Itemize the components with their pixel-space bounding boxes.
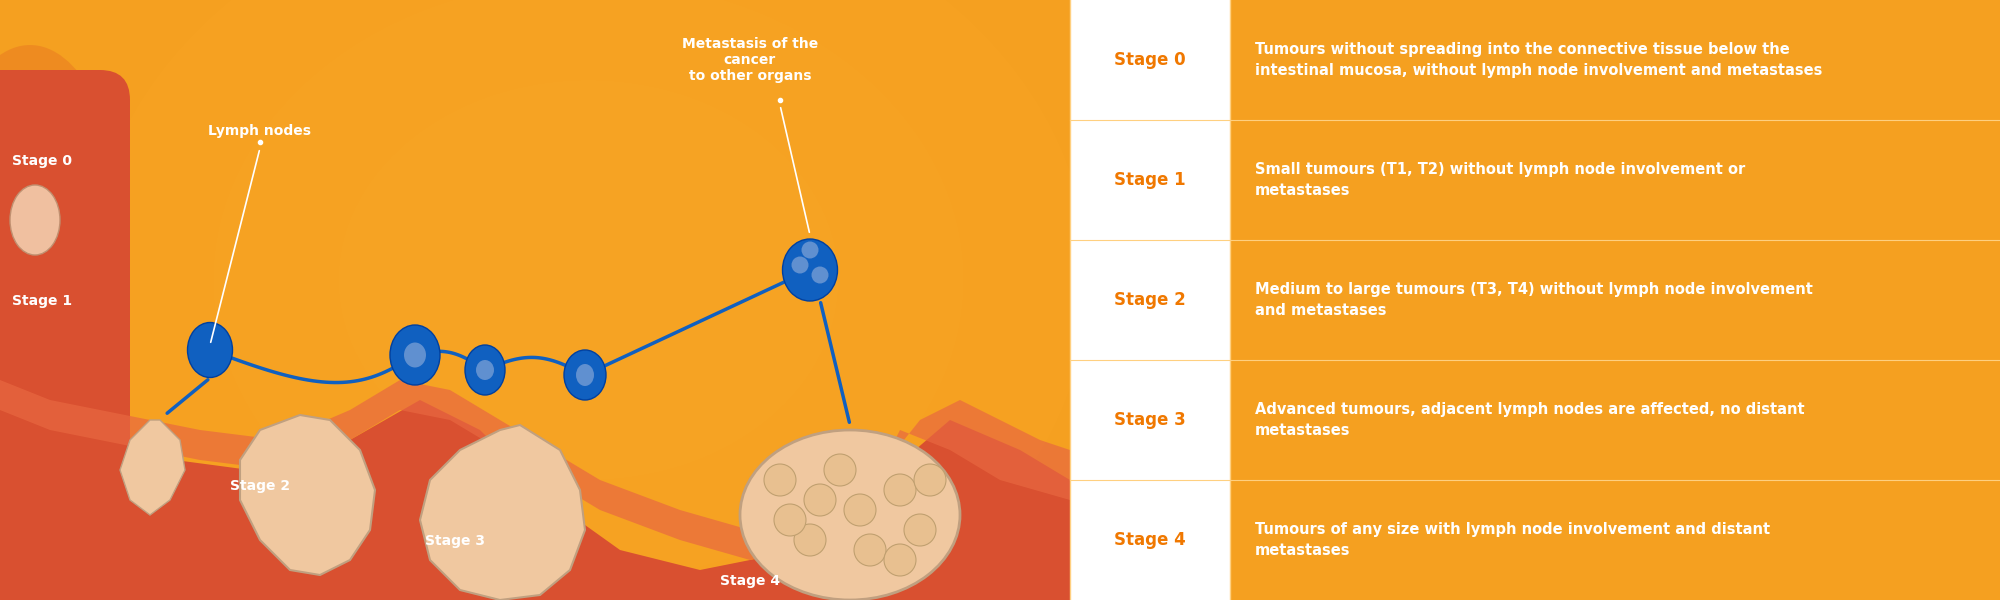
Ellipse shape — [740, 430, 960, 600]
Text: Lymph nodes: Lymph nodes — [208, 124, 312, 138]
Ellipse shape — [188, 323, 232, 377]
Ellipse shape — [854, 534, 886, 566]
Ellipse shape — [764, 464, 796, 496]
Ellipse shape — [794, 524, 826, 556]
Bar — [1070, 240, 1230, 360]
Text: Stage 3: Stage 3 — [424, 534, 484, 548]
FancyBboxPatch shape — [0, 70, 130, 530]
Ellipse shape — [338, 80, 838, 480]
Text: Medium to large tumours (T3, T4) without lymph node involvement
and metastases: Medium to large tumours (T3, T4) without… — [1256, 282, 1812, 318]
Ellipse shape — [564, 350, 606, 400]
Text: Stage 4: Stage 4 — [1114, 531, 1186, 549]
Text: Stage 2: Stage 2 — [1114, 291, 1186, 309]
Ellipse shape — [404, 343, 426, 367]
Bar — [1070, 120, 1230, 240]
Bar — [1070, 0, 2000, 600]
Ellipse shape — [476, 360, 494, 380]
Ellipse shape — [214, 0, 964, 580]
Polygon shape — [0, 400, 1070, 600]
Bar — [1070, 0, 1230, 120]
Ellipse shape — [904, 514, 936, 546]
Ellipse shape — [812, 266, 828, 283]
Text: Tumours of any size with lymph node involvement and distant
metastases: Tumours of any size with lymph node invo… — [1256, 522, 1770, 558]
Text: Stage 3: Stage 3 — [1114, 411, 1186, 429]
Ellipse shape — [914, 464, 946, 496]
Text: Stage 0: Stage 0 — [1114, 51, 1186, 69]
Ellipse shape — [390, 325, 440, 385]
Ellipse shape — [884, 474, 916, 506]
Ellipse shape — [464, 345, 506, 395]
Ellipse shape — [792, 257, 808, 274]
Ellipse shape — [802, 241, 818, 259]
Polygon shape — [0, 380, 1070, 560]
Text: Tumours without spreading into the connective tissue below the
intestinal mucosa: Tumours without spreading into the conne… — [1256, 42, 1822, 78]
Bar — [0, 0, 1070, 600]
Ellipse shape — [824, 454, 856, 486]
Ellipse shape — [804, 484, 836, 516]
Ellipse shape — [576, 364, 594, 386]
Text: Stage 0: Stage 0 — [12, 154, 72, 168]
Bar — [1070, 480, 1230, 600]
Ellipse shape — [0, 45, 120, 395]
Ellipse shape — [844, 494, 876, 526]
Text: Stage 1: Stage 1 — [1114, 171, 1186, 189]
Polygon shape — [240, 415, 376, 575]
Text: Small tumours (T1, T2) without lymph node involvement or
metastases: Small tumours (T1, T2) without lymph nod… — [1256, 162, 1746, 198]
Ellipse shape — [10, 185, 60, 255]
Text: Stage 2: Stage 2 — [230, 479, 290, 493]
Text: Stage 1: Stage 1 — [12, 294, 72, 308]
Ellipse shape — [782, 239, 838, 301]
Text: Advanced tumours, adjacent lymph nodes are affected, no distant
metastases: Advanced tumours, adjacent lymph nodes a… — [1256, 402, 1804, 438]
Text: Stage 4: Stage 4 — [720, 574, 780, 588]
Ellipse shape — [774, 504, 806, 536]
Text: Metastasis of the
cancer
to other organs: Metastasis of the cancer to other organs — [682, 37, 818, 83]
Ellipse shape — [884, 544, 916, 576]
Polygon shape — [120, 420, 184, 515]
Ellipse shape — [88, 0, 1088, 600]
Polygon shape — [420, 425, 584, 600]
Bar — [1070, 360, 1230, 480]
